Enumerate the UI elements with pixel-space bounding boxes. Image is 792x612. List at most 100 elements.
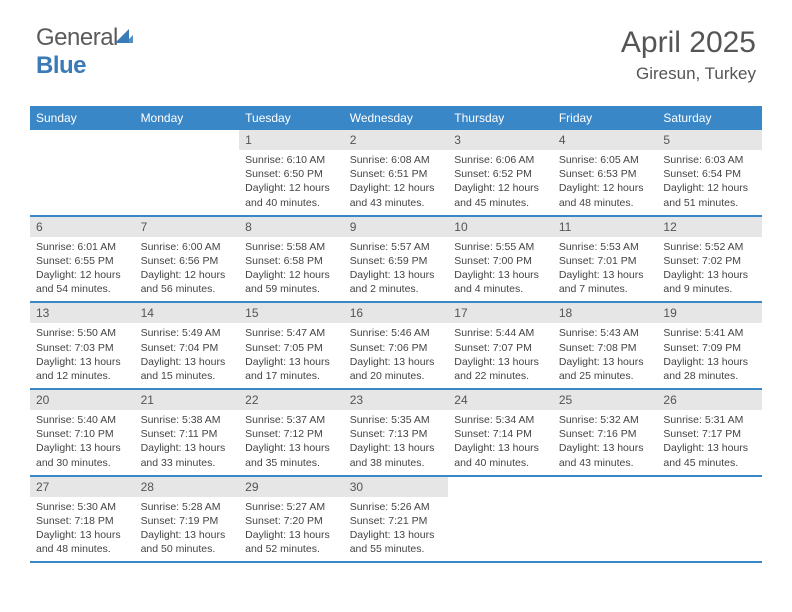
brand-part1: General [36, 24, 118, 51]
calendar-cell: 26Sunrise: 5:31 AMSunset: 7:17 PMDayligh… [657, 390, 762, 475]
calendar-cell: 9Sunrise: 5:57 AMSunset: 6:59 PMDaylight… [344, 217, 449, 302]
day-info: Sunrise: 5:40 AMSunset: 7:10 PMDaylight:… [30, 410, 135, 475]
calendar-cell: 8Sunrise: 5:58 AMSunset: 6:58 PMDaylight… [239, 217, 344, 302]
weekday-header: Saturday [657, 106, 762, 130]
weekday-header: Thursday [448, 106, 553, 130]
day-info: Sunrise: 5:35 AMSunset: 7:13 PMDaylight:… [344, 410, 449, 475]
weekday-header: Sunday [30, 106, 135, 130]
day-info: Sunrise: 5:50 AMSunset: 7:03 PMDaylight:… [30, 323, 135, 388]
day-number: 6 [30, 217, 135, 237]
day-number: 1 [239, 130, 344, 150]
calendar-cell: 3Sunrise: 6:06 AMSunset: 6:52 PMDaylight… [448, 130, 553, 215]
day-number: 26 [657, 390, 762, 410]
calendar-cell: 5Sunrise: 6:03 AMSunset: 6:54 PMDaylight… [657, 130, 762, 215]
brand-part2: Blue [36, 52, 86, 79]
calendar-cell: 1Sunrise: 6:10 AMSunset: 6:50 PMDaylight… [239, 130, 344, 215]
calendar-cell: 14Sunrise: 5:49 AMSunset: 7:04 PMDayligh… [135, 303, 240, 388]
day-info: Sunrise: 5:37 AMSunset: 7:12 PMDaylight:… [239, 410, 344, 475]
day-info: Sunrise: 5:34 AMSunset: 7:14 PMDaylight:… [448, 410, 553, 475]
day-info: Sunrise: 6:05 AMSunset: 6:53 PMDaylight:… [553, 150, 658, 215]
day-info: Sunrise: 5:52 AMSunset: 7:02 PMDaylight:… [657, 237, 762, 302]
calendar-cell: 25Sunrise: 5:32 AMSunset: 7:16 PMDayligh… [553, 390, 658, 475]
day-info: Sunrise: 5:57 AMSunset: 6:59 PMDaylight:… [344, 237, 449, 302]
day-info: Sunrise: 5:55 AMSunset: 7:00 PMDaylight:… [448, 237, 553, 302]
calendar-cell: 22Sunrise: 5:37 AMSunset: 7:12 PMDayligh… [239, 390, 344, 475]
page-location: Giresun, Turkey [621, 64, 756, 84]
calendar-cell: 4Sunrise: 6:05 AMSunset: 6:53 PMDaylight… [553, 130, 658, 215]
weekday-header-row: Sunday Monday Tuesday Wednesday Thursday… [30, 106, 762, 130]
day-number: 27 [30, 477, 135, 497]
day-number: 5 [657, 130, 762, 150]
weekday-header: Monday [135, 106, 240, 130]
calendar-cell: 2Sunrise: 6:08 AMSunset: 6:51 PMDaylight… [344, 130, 449, 215]
day-number: 15 [239, 303, 344, 323]
day-number: 13 [30, 303, 135, 323]
calendar-cell: 20Sunrise: 5:40 AMSunset: 7:10 PMDayligh… [30, 390, 135, 475]
day-number: 16 [344, 303, 449, 323]
day-number: 23 [344, 390, 449, 410]
day-number: 3 [448, 130, 553, 150]
calendar-cell [135, 130, 240, 215]
day-number: 18 [553, 303, 658, 323]
calendar-cell [657, 477, 762, 562]
page-header: April 2025 Giresun, Turkey [621, 26, 756, 84]
calendar-cell: 30Sunrise: 5:26 AMSunset: 7:21 PMDayligh… [344, 477, 449, 562]
calendar-week: 1Sunrise: 6:10 AMSunset: 6:50 PMDaylight… [30, 130, 762, 217]
day-number: 22 [239, 390, 344, 410]
calendar-cell: 7Sunrise: 6:00 AMSunset: 6:56 PMDaylight… [135, 217, 240, 302]
day-number: 2 [344, 130, 449, 150]
day-info: Sunrise: 5:32 AMSunset: 7:16 PMDaylight:… [553, 410, 658, 475]
day-info: Sunrise: 5:26 AMSunset: 7:21 PMDaylight:… [344, 497, 449, 562]
calendar-cell [448, 477, 553, 562]
day-number: 4 [553, 130, 658, 150]
day-info: Sunrise: 5:28 AMSunset: 7:19 PMDaylight:… [135, 497, 240, 562]
calendar-cell: 17Sunrise: 5:44 AMSunset: 7:07 PMDayligh… [448, 303, 553, 388]
day-info: Sunrise: 5:43 AMSunset: 7:08 PMDaylight:… [553, 323, 658, 388]
calendar-cell: 19Sunrise: 5:41 AMSunset: 7:09 PMDayligh… [657, 303, 762, 388]
calendar-cell: 11Sunrise: 5:53 AMSunset: 7:01 PMDayligh… [553, 217, 658, 302]
day-number: 12 [657, 217, 762, 237]
page-title: April 2025 [621, 26, 756, 60]
day-info: Sunrise: 5:46 AMSunset: 7:06 PMDaylight:… [344, 323, 449, 388]
calendar-grid: Sunday Monday Tuesday Wednesday Thursday… [30, 106, 762, 563]
day-info: Sunrise: 6:06 AMSunset: 6:52 PMDaylight:… [448, 150, 553, 215]
day-info: Sunrise: 6:03 AMSunset: 6:54 PMDaylight:… [657, 150, 762, 215]
day-info: Sunrise: 5:27 AMSunset: 7:20 PMDaylight:… [239, 497, 344, 562]
day-info: Sunrise: 5:58 AMSunset: 6:58 PMDaylight:… [239, 237, 344, 302]
day-info: Sunrise: 5:30 AMSunset: 7:18 PMDaylight:… [30, 497, 135, 562]
brand-logo: General Blue [36, 24, 133, 80]
day-number: 28 [135, 477, 240, 497]
calendar-cell: 27Sunrise: 5:30 AMSunset: 7:18 PMDayligh… [30, 477, 135, 562]
calendar-cell: 6Sunrise: 6:01 AMSunset: 6:55 PMDaylight… [30, 217, 135, 302]
day-info: Sunrise: 6:00 AMSunset: 6:56 PMDaylight:… [135, 237, 240, 302]
day-number: 20 [30, 390, 135, 410]
day-number: 10 [448, 217, 553, 237]
calendar-cell: 24Sunrise: 5:34 AMSunset: 7:14 PMDayligh… [448, 390, 553, 475]
calendar-cell [553, 477, 658, 562]
day-number: 19 [657, 303, 762, 323]
day-number: 21 [135, 390, 240, 410]
calendar-cell: 13Sunrise: 5:50 AMSunset: 7:03 PMDayligh… [30, 303, 135, 388]
weekday-header: Tuesday [239, 106, 344, 130]
day-number: 29 [239, 477, 344, 497]
weekday-header: Friday [553, 106, 658, 130]
day-number: 17 [448, 303, 553, 323]
day-info: Sunrise: 5:49 AMSunset: 7:04 PMDaylight:… [135, 323, 240, 388]
day-info: Sunrise: 6:08 AMSunset: 6:51 PMDaylight:… [344, 150, 449, 215]
logo-triangle-icon [125, 35, 133, 43]
calendar-weeks: 1Sunrise: 6:10 AMSunset: 6:50 PMDaylight… [30, 130, 762, 563]
calendar-cell: 23Sunrise: 5:35 AMSunset: 7:13 PMDayligh… [344, 390, 449, 475]
calendar-week: 6Sunrise: 6:01 AMSunset: 6:55 PMDaylight… [30, 217, 762, 304]
day-number: 7 [135, 217, 240, 237]
calendar-cell: 21Sunrise: 5:38 AMSunset: 7:11 PMDayligh… [135, 390, 240, 475]
day-number: 8 [239, 217, 344, 237]
calendar-cell: 18Sunrise: 5:43 AMSunset: 7:08 PMDayligh… [553, 303, 658, 388]
calendar-week: 20Sunrise: 5:40 AMSunset: 7:10 PMDayligh… [30, 390, 762, 477]
day-info: Sunrise: 6:10 AMSunset: 6:50 PMDaylight:… [239, 150, 344, 215]
calendar-cell: 10Sunrise: 5:55 AMSunset: 7:00 PMDayligh… [448, 217, 553, 302]
calendar-cell: 29Sunrise: 5:27 AMSunset: 7:20 PMDayligh… [239, 477, 344, 562]
weekday-header: Wednesday [344, 106, 449, 130]
day-number: 9 [344, 217, 449, 237]
calendar-week: 27Sunrise: 5:30 AMSunset: 7:18 PMDayligh… [30, 477, 762, 564]
calendar-cell: 16Sunrise: 5:46 AMSunset: 7:06 PMDayligh… [344, 303, 449, 388]
